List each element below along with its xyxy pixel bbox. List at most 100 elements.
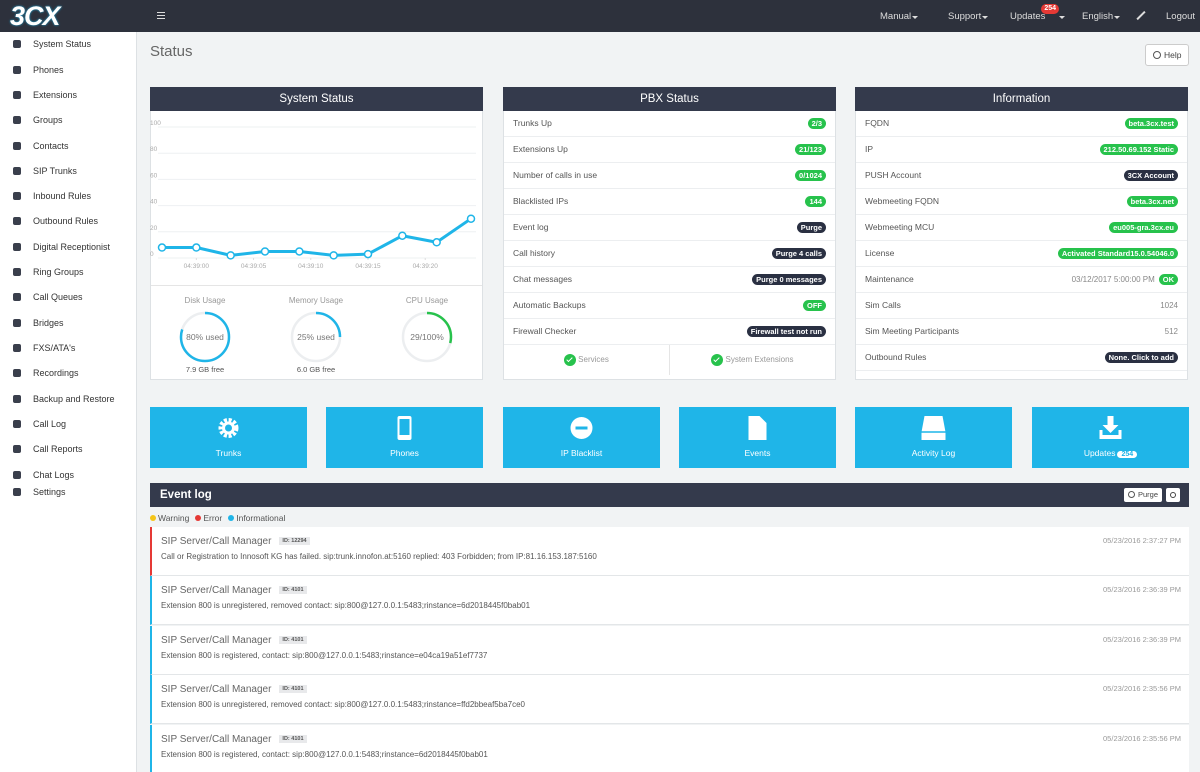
sidebar-item[interactable]: Phones — [0, 63, 136, 77]
event-message: Extension 800 is unregistered, removed c… — [161, 700, 525, 710]
row-label: Webmeeting MCU — [865, 222, 935, 232]
sidebar-icon — [13, 40, 21, 48]
sidebar-label: Outbound Rules — [33, 216, 99, 226]
sidebar-label: Inbound Rules — [33, 191, 92, 201]
sidebar-icon — [13, 116, 21, 124]
sidebar-label: SIP Trunks — [33, 166, 77, 176]
shortcut-tile[interactable]: IP Blacklist — [503, 407, 660, 468]
sidebar-label: Call Reports — [33, 444, 83, 454]
fullscreen-toggle[interactable] — [1136, 10, 1146, 21]
caret — [1114, 16, 1121, 19]
top-menu-item[interactable]: English — [1082, 10, 1113, 24]
sidebar-item[interactable]: Backup and Restore — [0, 392, 136, 406]
row-badge[interactable]: OFF — [803, 300, 826, 311]
shortcut-tile[interactable]: Events — [679, 407, 836, 468]
row-badge[interactable]: 2/3 — [807, 118, 826, 129]
sidebar-item[interactable]: Digital Receptionist — [0, 240, 136, 254]
event-source-label: SIP Server/Call Manager — [161, 684, 272, 696]
row-badge[interactable]: beta.3cx.net — [1126, 196, 1178, 207]
tile-label: Events — [744, 448, 771, 458]
event-message: Extension 800 is unregistered, removed c… — [161, 601, 531, 611]
status-row: Firewall Checker Firewall test not run — [504, 319, 835, 345]
row-badge[interactable]: Firewall test not run — [746, 326, 826, 337]
status-row: Event log Purge — [504, 215, 835, 241]
sidebar-label: Bridges — [33, 318, 64, 328]
sidebar-label: Extensions — [33, 90, 78, 100]
row-label: IP — [865, 144, 874, 154]
top-menu-item[interactable]: Support — [948, 10, 981, 24]
legend-label: Warning — [158, 513, 190, 523]
row-badge[interactable]: Purge 0 messages — [752, 274, 826, 285]
sidebar-item[interactable]: Chat Logs — [0, 468, 136, 482]
row-badge[interactable]: None. Click to add — [1104, 352, 1178, 363]
sidebar-icon — [13, 420, 21, 428]
row-label: Chat messages — [513, 274, 573, 284]
sidebar-item[interactable]: Settings — [0, 485, 136, 499]
sidebar-item[interactable]: Groups — [0, 113, 136, 127]
event-time: 05/23/2016 2:35:56 PM — [1103, 733, 1181, 743]
logout[interactable]: Logout — [1166, 11, 1196, 22]
row-badge[interactable]: 3CX Account — [1123, 170, 1178, 181]
row-label: Number of calls in use — [513, 170, 598, 180]
row-label: Maintenance — [865, 274, 914, 284]
row-badge[interactable]: 212.50.69.152 Static — [1099, 144, 1178, 155]
sidebar-item[interactable]: System Status — [0, 37, 136, 51]
shortcut-tile[interactable]: Phones — [326, 407, 483, 468]
row-badge[interactable]: OK — [1158, 274, 1178, 285]
row-badge[interactable]: 144 — [805, 196, 826, 207]
menu-toggle[interactable] — [157, 12, 165, 19]
sidebar-item[interactable]: Outbound Rules — [0, 214, 136, 228]
footer-content: Services — [504, 354, 669, 366]
top-menu-item[interactable]: Manual — [880, 10, 911, 24]
shortcut-tile[interactable]: Updates 254 — [1032, 407, 1189, 468]
updates-badge: 254 — [1041, 4, 1060, 14]
event-time: 05/23/2016 2:35:56 PM — [1103, 684, 1181, 694]
top-menu-item[interactable]: Updates 254 — [1010, 4, 1060, 24]
sidebar-item[interactable]: FXS/ATA's — [0, 341, 136, 355]
sidebar-item[interactable]: Call Log — [0, 417, 136, 431]
row-badge[interactable]: Activated Standard15.0.54046.0 — [1057, 248, 1178, 259]
event-log-header: Event log Purge — [150, 483, 1189, 507]
sidebar-icon — [13, 192, 21, 200]
sidebar-item[interactable]: Ring Groups — [0, 265, 136, 279]
tile-label-row: Events — [679, 448, 836, 459]
sidebar-label: Recordings — [33, 368, 79, 378]
panel: Information FQDN beta.3cx.test IP 212.50.69.… — [855, 87, 1188, 380]
event-id: ID: 4101 — [279, 635, 307, 644]
sidebar-label: Chat Logs — [33, 470, 75, 480]
sidebar-item[interactable]: Call Reports — [0, 442, 136, 456]
row-badge[interactable]: eu005-gra.3cx.eu — [1109, 222, 1178, 233]
menu-toggle-bar — [157, 14, 165, 16]
sidebar-item[interactable]: Inbound Rules — [0, 189, 136, 203]
help-label: Help — [1164, 50, 1182, 60]
event-entry: SIP Server/Call Manager ID: 12294 Call or … — [150, 527, 1189, 576]
purge-button[interactable]: Purge — [1124, 488, 1162, 502]
row-badge[interactable]: 0/1024 — [795, 170, 826, 181]
shortcut-tile[interactable]: Activity Log — [855, 407, 1012, 468]
row-badge[interactable]: 21/123 — [795, 144, 826, 155]
footer-label: Services — [578, 355, 609, 365]
row-badge[interactable]: beta.3cx.test — [1124, 118, 1178, 129]
sidebar-item[interactable]: Recordings — [0, 366, 136, 380]
tile-label-row: IP Blacklist — [503, 448, 660, 459]
sidebar-label: Call Log — [33, 419, 67, 429]
row-badge[interactable]: Purge 4 calls — [771, 248, 826, 259]
sidebar-item[interactable]: Call Queues — [0, 290, 136, 304]
help-button[interactable]: Help — [1145, 44, 1189, 66]
sidebar-item[interactable]: Contacts — [0, 139, 136, 153]
row-badge[interactable]: Purge — [796, 222, 826, 233]
settings-button[interactable] — [1166, 488, 1180, 502]
event-source: SIP Server/Call Manager ID: 12294 — [161, 535, 310, 548]
top-bar: 3CX Manual Support Updates 254 English Logout — [0, 0, 1200, 32]
sidebar-item[interactable]: Bridges — [0, 316, 136, 330]
status-row: IP 212.50.69.152 Static — [856, 137, 1187, 163]
shortcut-tile[interactable]: Trunks — [150, 407, 307, 468]
sidebar-label: Call Queues — [33, 292, 83, 302]
panel-title: Information — [992, 93, 1051, 105]
logo[interactable]: 3CX — [10, 1, 61, 31]
sidebar-item[interactable]: Extensions — [0, 88, 136, 102]
sidebar-icon — [13, 66, 21, 74]
check-icon — [564, 354, 577, 366]
sidebar-item[interactable]: SIP Trunks — [0, 164, 136, 178]
status-row: Trunks Up 2/3 — [504, 111, 835, 137]
